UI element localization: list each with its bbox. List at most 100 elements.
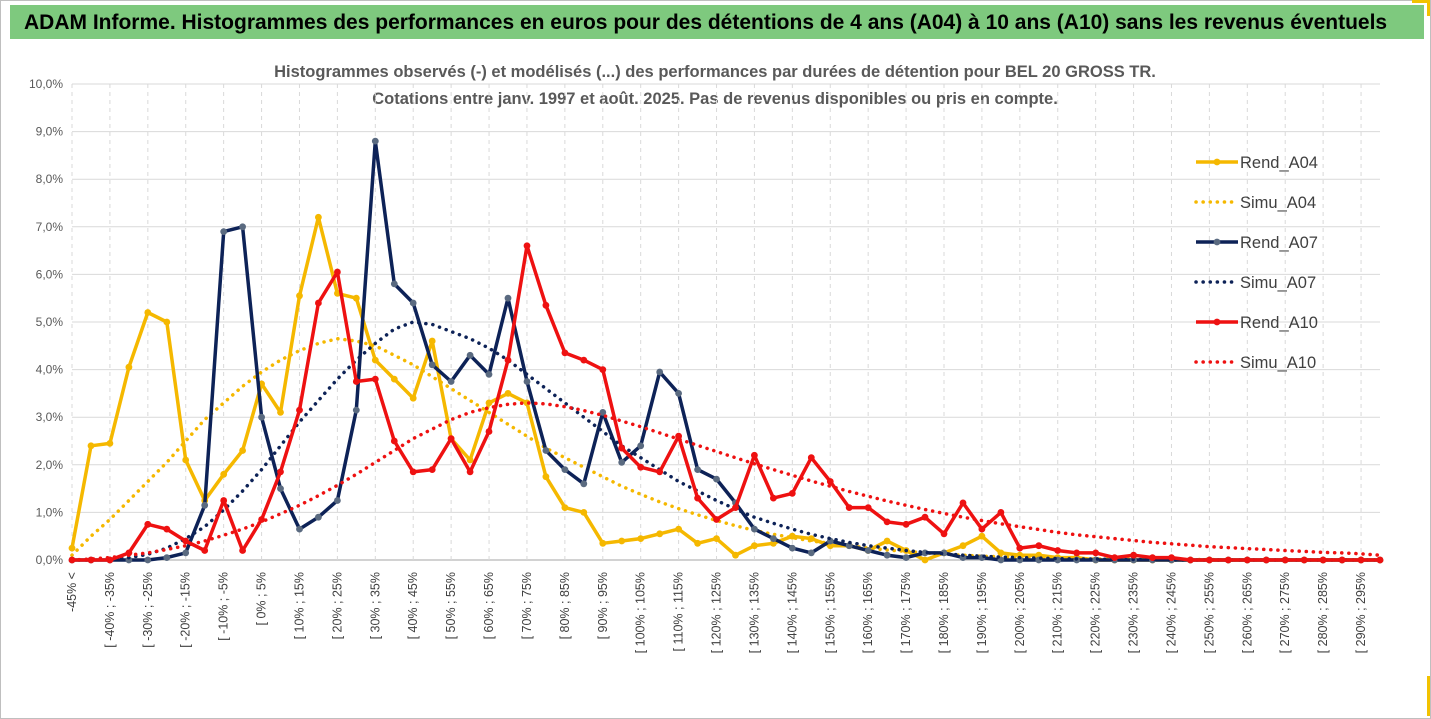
x-tick-label: [ 280% ; 285% — [1316, 572, 1330, 653]
x-tick-label: [ 130% ; 135% — [747, 572, 761, 653]
series-rend-a10-point — [542, 301, 550, 309]
series-rend-a07-point — [144, 556, 152, 564]
series-rend-a07-point — [352, 406, 360, 414]
x-tick-label: [ 250% ; 255% — [1202, 572, 1216, 653]
y-axis: 0,0% 1,0% 2,0% 3,0% 4,0% 5,0% 6,0% 7,0% 8,0% 9,0%… — [29, 77, 63, 567]
series-rend-a10-point — [334, 268, 341, 276]
x-tick-label: [ 70% ; 75% — [520, 572, 534, 639]
series-rend-a10-point — [1111, 554, 1118, 561]
series-rend-a10-point — [959, 499, 967, 507]
series-rend-a04-point — [466, 456, 474, 464]
series-rend-a10-point — [1262, 556, 1270, 564]
series-rend-a07-point — [390, 280, 398, 288]
series-rend-a10-point — [315, 299, 322, 307]
series-rend-a10-point — [751, 451, 758, 459]
series-rend-a10-line — [72, 244, 1380, 562]
series-rend-a10-point — [1168, 554, 1175, 561]
series-rend-a10-point — [352, 378, 360, 385]
series-rend-a07-point — [428, 361, 436, 369]
x-tick-label: [ 210% ; 215% — [1051, 572, 1065, 653]
x-tick-label: [ 30% ; 35% — [368, 572, 382, 639]
series-rend-a10-point — [997, 509, 1005, 516]
series-rend-a07-point — [713, 475, 720, 483]
series-rend-a10-point — [239, 547, 247, 554]
series-rend-a07-point — [277, 485, 284, 492]
series-rend-a07-point — [163, 554, 171, 561]
series-rend-a10-point — [504, 356, 512, 364]
series-rend-a10-point — [618, 444, 626, 452]
legend-simu-a04-label: Simu_A04 — [1240, 194, 1316, 212]
series-rend-a07-point — [409, 299, 417, 307]
x-tick-label: [ -10% ; -5% — [217, 572, 231, 641]
y-tick-label: 2,0% — [36, 458, 64, 472]
legend: Rend_A04 Simu_A04 Rend_A07 Simu_A07 Rend_A10… — [1194, 154, 1318, 372]
series-rend-a04-point — [599, 539, 607, 547]
series-rend-a07-point — [807, 549, 815, 557]
series-rend-a04-point — [409, 394, 417, 402]
series-rend-a04-point — [675, 525, 682, 533]
series-rend-a07-point — [296, 525, 303, 533]
legend-simu-a10-label: Simu_A10 — [1240, 354, 1316, 372]
y-tick-label: 1,0% — [36, 505, 64, 519]
series-rend-a10-point — [1016, 544, 1024, 552]
series-rend-a07-line — [72, 139, 1380, 562]
series-rend-a04-point — [68, 544, 76, 552]
series-rend-a10-point — [277, 468, 284, 476]
x-tick-label: [ -40% ; -35% — [103, 572, 117, 648]
series-rend-a10-point — [732, 504, 739, 511]
series-rend-a10-point — [940, 530, 948, 538]
x-tick-label: [ 200% ; 205% — [1013, 572, 1027, 653]
series-rend-a04-point — [921, 556, 929, 564]
x-tick-label: [ 100% ; 105% — [634, 572, 648, 653]
series-rend-a04-point — [106, 440, 114, 447]
x-tick-label: [ 230% ; 235% — [1127, 572, 1141, 653]
series-rend-a10-point — [1338, 556, 1346, 564]
series-rend-a04-point — [883, 537, 891, 545]
series-simu-a10-line — [70, 401, 1382, 562]
x-tick-label: [ 220% ; 225% — [1089, 572, 1103, 653]
series-rend-a07-point — [561, 466, 569, 473]
series-rend-a07-point — [239, 223, 247, 231]
series-rend-a07-point — [770, 535, 777, 542]
series-rend-a10-point — [371, 375, 379, 383]
series-rend-a10-point — [921, 513, 929, 521]
x-tick-label: [ 90% ; 95% — [596, 572, 610, 639]
series-rend-a04-point — [163, 318, 171, 326]
series-rend-a10-point — [428, 466, 436, 473]
series-rend-a10-point — [523, 242, 531, 250]
series-rend-a04-point — [656, 530, 664, 538]
series-rend-a04-point — [542, 473, 550, 481]
series-rend-a04-point — [770, 539, 777, 547]
series-rend-a04-point — [637, 535, 645, 542]
legend-rend-a07-marker — [1213, 238, 1221, 246]
x-tick-label: [ 240% ; 245% — [1164, 572, 1178, 653]
series-rend-a07-point — [447, 378, 455, 385]
series-rend-a10-point — [807, 454, 815, 462]
series-rend-a10-point — [1035, 542, 1043, 550]
series-rend-a07-point — [182, 549, 190, 557]
series-rend-a10-point — [1073, 549, 1081, 557]
series-rend-a07-point — [258, 413, 265, 421]
series-rend-a04-line — [70, 215, 1380, 562]
series-rend-a07-point — [466, 351, 474, 359]
series-rend-a04-point — [390, 375, 398, 383]
series-rend-a10-point — [902, 520, 910, 528]
series-group — [68, 137, 1384, 564]
series-rend-a10-point — [1243, 556, 1251, 564]
series-rend-a07-point — [675, 390, 682, 397]
series-rend-a04-point — [732, 551, 739, 559]
x-tick-label: [ 110% ; 115% — [672, 572, 686, 651]
x-tick-label: [ 150% ; 155% — [823, 572, 837, 653]
y-tick-label: 10,0% — [29, 77, 63, 91]
series-rend-a10-point — [447, 435, 455, 442]
x-tick-label: [ 180% ; 185% — [937, 572, 951, 653]
series-rend-a10-point — [466, 468, 474, 476]
series-rend-a04-point — [997, 549, 1005, 557]
series-rend-a04-point — [485, 399, 493, 407]
chart-title: Histogrammes observés (-) et modélisés (… — [274, 63, 1156, 81]
series-rend-a04-point — [87, 442, 95, 450]
series-rend-a04-point — [618, 537, 626, 545]
x-tick-label: [ 50% ; 55% — [444, 572, 458, 639]
series-rend-a10-point — [864, 504, 872, 511]
